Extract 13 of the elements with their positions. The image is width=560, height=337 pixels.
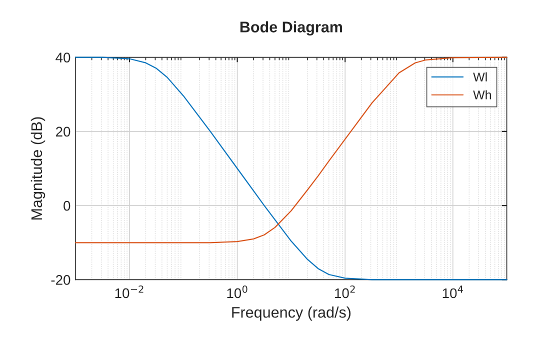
y-tick-label: 0	[64, 200, 70, 211]
x-tick-label: 10$^{0}$	[227, 285, 248, 298]
legend-label: Wl	[473, 72, 487, 82]
x-tick-label: 10$^{−2}$	[115, 285, 144, 298]
x-axis-title: Frequency (rad/s)	[232, 306, 351, 321]
y-tick-label: -20	[51, 275, 70, 285]
y-tick-label: 20	[56, 126, 70, 137]
chart-title: Bode Diagram	[240, 21, 342, 36]
x-tick-label: 10$^{4}$	[442, 286, 464, 298]
y-tick-label: 40	[56, 52, 70, 62]
y-axis-title: Magnitude (dB)	[30, 117, 46, 220]
x-tick-label: 10$^{2}$	[335, 285, 355, 298]
legend-label: Wh	[473, 90, 491, 100]
